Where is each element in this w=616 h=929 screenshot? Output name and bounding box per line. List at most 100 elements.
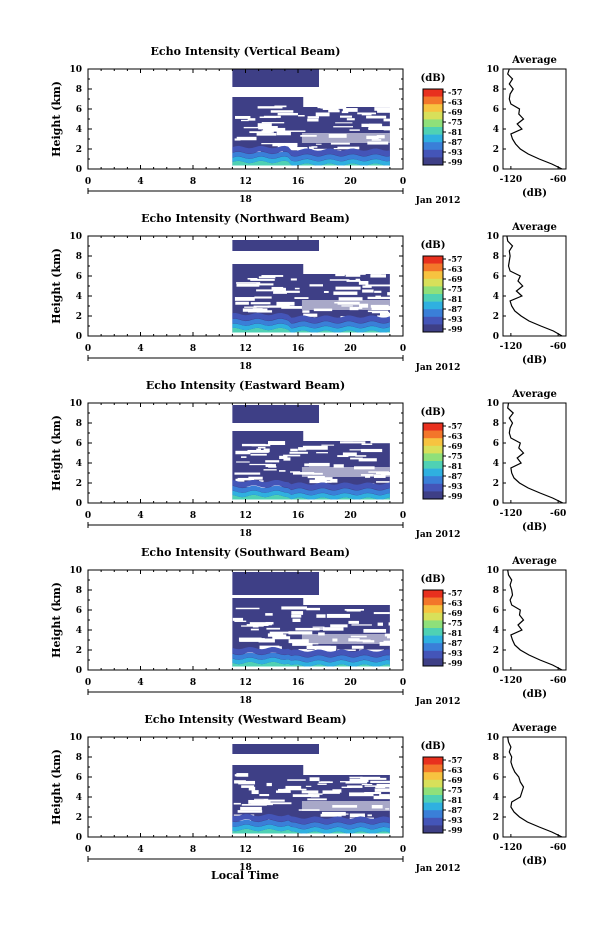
- echo-gap: [333, 148, 340, 150]
- echo-gap: [322, 627, 344, 631]
- echo-gap: [267, 305, 290, 308]
- average-frame: [502, 68, 567, 170]
- echo-gap: [346, 279, 361, 282]
- colorbar-tick-label: -99: [448, 491, 463, 501]
- echo-gap: [307, 116, 319, 119]
- echo-low-layer: [232, 313, 390, 324]
- colorbar-frame: [422, 88, 444, 166]
- colorbar-tick-label: -81: [448, 294, 462, 304]
- echo-gap: [237, 477, 254, 481]
- echo-gap: [244, 306, 257, 308]
- x-tick-label: 4: [137, 845, 143, 855]
- echo-gap: [283, 454, 301, 457]
- echo-gap: [256, 448, 261, 453]
- y-tick-label: 8: [76, 419, 82, 429]
- echo-gap: [347, 785, 363, 788]
- echo-gap: [250, 278, 275, 281]
- echo-gap: [247, 308, 263, 313]
- echo-gap: [330, 624, 348, 628]
- colorbar-swatch: [423, 461, 443, 469]
- echo-gap-band: [301, 467, 390, 477]
- echo-gap: [251, 790, 259, 795]
- average-y-tick-label: 10: [486, 232, 499, 242]
- echo-gap: [294, 287, 300, 290]
- echo-gap: [360, 448, 383, 453]
- echo-low-layer: [232, 652, 390, 663]
- colorbar-swatch: [423, 453, 443, 462]
- echo-gap: [315, 112, 330, 117]
- echo-gap: [374, 107, 400, 111]
- colorbar-swatch: [423, 635, 443, 644]
- echo-low-layer: [232, 813, 390, 825]
- x-tick-label: 12: [239, 344, 252, 354]
- average-frame: [502, 235, 567, 337]
- colorbar-swatch: [423, 825, 443, 834]
- average-panel: Average 0 2 4 6 8 10 -120 -60(dB): [486, 222, 567, 366]
- echo-gap: [383, 118, 396, 122]
- echo-gap: [281, 306, 302, 309]
- day-label: 18: [239, 362, 252, 372]
- echo-gap: [376, 783, 402, 786]
- echo-gap: [335, 273, 345, 277]
- date-label: Jan 2012: [415, 196, 461, 206]
- echo-gap: [370, 274, 386, 278]
- echo-gap: [351, 645, 364, 649]
- colorbar-swatch: [423, 149, 443, 158]
- echo-gap: [249, 131, 272, 134]
- y-tick-label: 10: [69, 399, 82, 409]
- echo-gap: [377, 315, 393, 318]
- average-profile-line: [507, 68, 563, 170]
- x-tick-label: 0: [85, 845, 91, 855]
- colorbar-tick-label: -87: [448, 471, 462, 481]
- colorbar-tick-label: -69: [448, 608, 463, 618]
- echo-gap: [261, 143, 275, 145]
- y-axis-label: Height (km): [50, 749, 63, 825]
- echo-gap: [236, 773, 249, 777]
- echo-gap: [263, 469, 277, 471]
- echo-gap: [291, 611, 304, 615]
- echo-gap: [318, 632, 325, 636]
- y-tick-label: 10: [69, 566, 82, 576]
- echo-gap: [266, 627, 281, 630]
- echo-gap: [339, 441, 366, 444]
- echo-gap: [272, 142, 298, 147]
- echo-gap: [261, 275, 284, 277]
- colorbar-tick-label: -57: [448, 755, 462, 765]
- echo-gap: [343, 439, 353, 442]
- x-tick-label: 12: [239, 511, 252, 521]
- echo-gap: [268, 466, 277, 468]
- colorbar-tick-label: -75: [448, 117, 462, 127]
- echo-gap: [329, 279, 350, 281]
- heatmap-echo-field: [232, 572, 413, 670]
- average-x-tick-label: -60: [550, 843, 566, 853]
- echo-gap: [295, 627, 320, 631]
- heatmap-echo-field: [232, 405, 407, 503]
- echo-gap: [359, 649, 384, 652]
- echo-gap: [367, 814, 372, 817]
- average-y-tick-label: 8: [493, 252, 499, 262]
- average-y-tick-label: 8: [493, 85, 499, 95]
- echo-gap: [312, 148, 327, 152]
- x-tick-label: 0: [85, 678, 91, 688]
- echo-gap: [318, 781, 333, 784]
- echo-gap: [364, 785, 389, 787]
- echo-gap: [233, 802, 241, 805]
- echo-gap: [317, 783, 327, 785]
- colorbar-unit: (dB): [421, 407, 446, 418]
- echo-gap: [296, 147, 306, 151]
- echo-gap: [261, 122, 285, 124]
- echo-low-layer: [232, 480, 390, 491]
- echo-gap: [259, 116, 277, 119]
- x-tick-label: 12: [239, 678, 252, 688]
- echo-gap: [377, 110, 392, 113]
- colorbar-tick-label: -69: [448, 775, 463, 785]
- colorbar-swatch: [423, 142, 443, 151]
- colorbar-swatch: [423, 483, 443, 492]
- average-y-tick-label: 4: [493, 626, 499, 636]
- echo-gap: [251, 444, 271, 447]
- x-tick-label: 0: [85, 344, 91, 354]
- echo-gap: [349, 129, 360, 131]
- echo-gap: [384, 633, 409, 637]
- colorbar-swatch: [423, 605, 443, 614]
- echo-gap: [294, 297, 309, 299]
